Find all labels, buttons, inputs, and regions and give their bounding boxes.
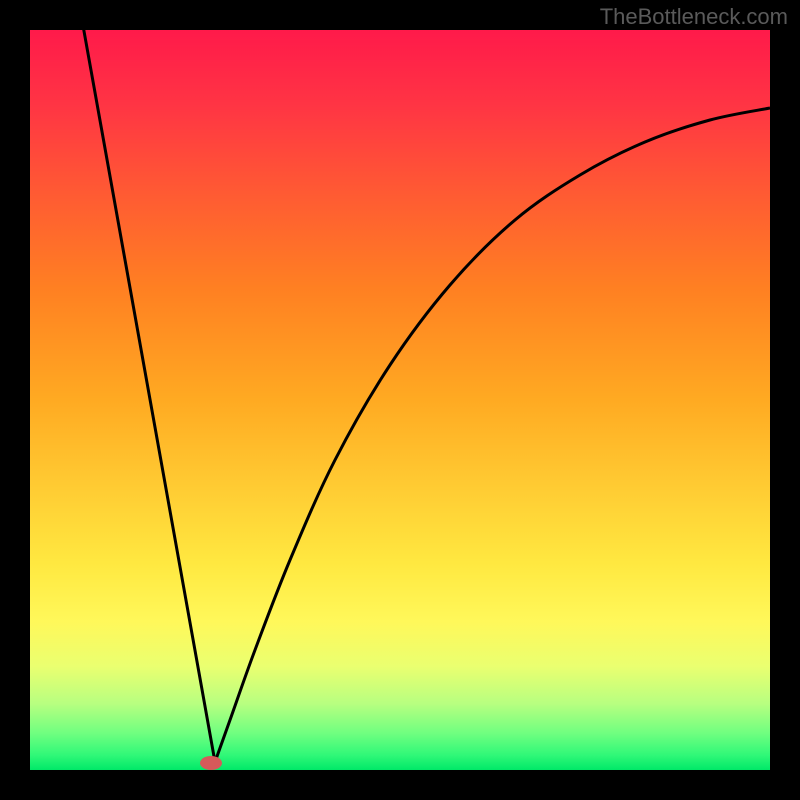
minimum-marker [200, 756, 222, 770]
plot-background [30, 30, 770, 770]
watermark-text: TheBottleneck.com [600, 4, 788, 30]
chart-svg [0, 0, 800, 800]
